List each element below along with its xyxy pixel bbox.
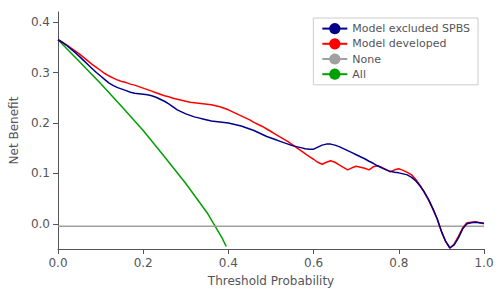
svg-text:1.0: 1.0 (474, 256, 493, 270)
svg-text:Net Benefit: Net Benefit (7, 96, 21, 164)
svg-text:0.6: 0.6 (304, 256, 323, 270)
svg-text:0.1: 0.1 (31, 166, 50, 180)
svg-text:0.2: 0.2 (31, 116, 50, 130)
svg-text:0.4: 0.4 (31, 15, 50, 29)
svg-text:Threshold Probability: Threshold Probability (207, 274, 334, 288)
svg-text:Model developed: Model developed (352, 37, 446, 50)
svg-text:0.4: 0.4 (219, 256, 238, 270)
svg-text:Model excluded SPBS: Model excluded SPBS (352, 22, 470, 35)
svg-text:None: None (352, 53, 381, 66)
svg-text:0.0: 0.0 (31, 217, 50, 231)
svg-text:0.3: 0.3 (31, 66, 50, 80)
svg-text:All: All (352, 68, 366, 81)
svg-text:0.2: 0.2 (134, 256, 153, 270)
svg-text:0.0: 0.0 (48, 256, 67, 270)
svg-text:0.8: 0.8 (389, 256, 408, 270)
